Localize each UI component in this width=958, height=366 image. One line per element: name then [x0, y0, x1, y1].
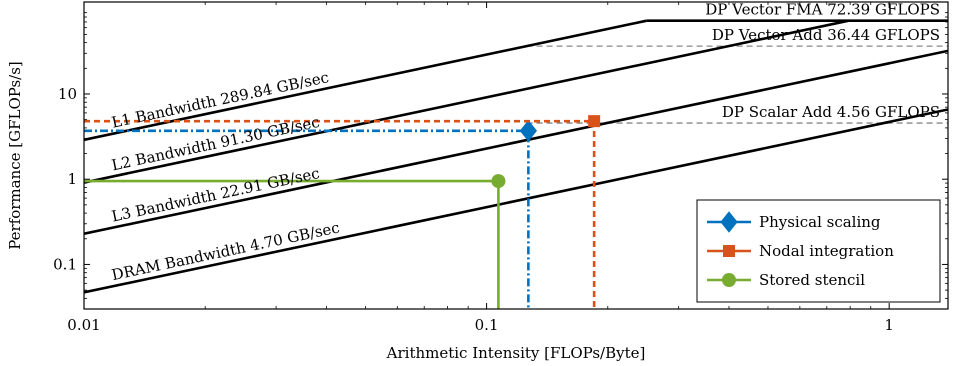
legend: Physical scaling Nodal integration Stored … — [696, 199, 941, 303]
y-tick-label: 10 — [58, 85, 77, 103]
bandwidth-roof-line — [84, 108, 948, 294]
x-tick-label: 1 — [884, 316, 894, 334]
legend-label: Nodal integration — [759, 242, 894, 260]
legend-label: Physical scaling — [759, 213, 881, 231]
compute-roof-label: DP Scalar Add 4.56 GFLOPS — [722, 103, 940, 121]
legend-marker — [723, 245, 735, 257]
legend-marker — [720, 211, 738, 233]
bandwidth-roof-line — [84, 49, 948, 236]
y-axis-title: Performance [GFLOPs/s] — [6, 61, 24, 250]
y-tick-label: 1 — [67, 170, 77, 188]
series-marker — [519, 119, 538, 142]
bandwidth-roof-line — [84, 19, 849, 184]
legend-label: Stored stencil — [759, 271, 865, 289]
x-tick-label: 0.01 — [67, 316, 100, 334]
compute-roof-label: DP Vector FMA 72.39 GFLOPS — [705, 1, 940, 19]
compute-roof-label: DP Vector Add 36.44 GFLOPS — [712, 26, 940, 44]
axes: 0.01 0.1 1 0.1 1 10 — [53, 1, 949, 334]
x-axis-title: Arithmetic Intensity [FLOPs/Byte] — [386, 344, 646, 362]
y-tick-label: 0.1 — [53, 255, 77, 273]
legend-marker — [722, 273, 736, 287]
x-tick-label: 0.1 — [475, 316, 499, 334]
series-marker — [491, 174, 506, 189]
series-marker — [588, 115, 601, 128]
plot-frame — [83, 1, 949, 310]
plot-area — [84, 19, 948, 309]
